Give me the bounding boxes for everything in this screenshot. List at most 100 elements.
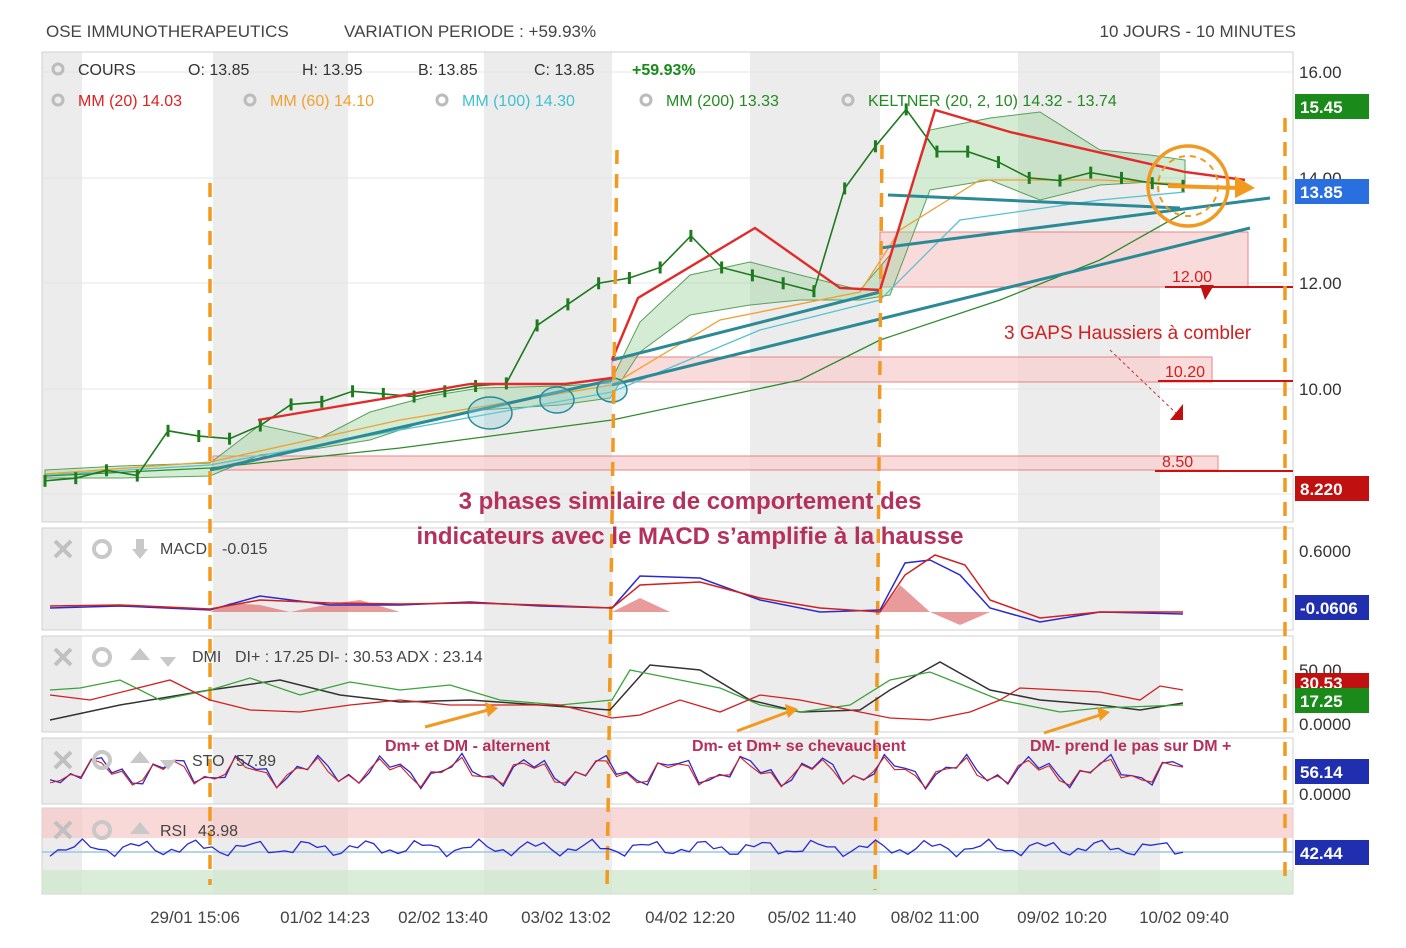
macd-gear-icon[interactable] [92,539,112,559]
session-band [750,636,880,732]
x-tick-label: 01/02 14:23 [280,908,370,927]
dmi-minus-line [49,679,1184,721]
sto-up-icon[interactable] [130,751,150,763]
price-candle [443,385,447,398]
price-candle [689,229,693,242]
price-tick: 12.00 [1299,274,1342,293]
sto-tick: 0.0000 [1299,785,1351,804]
session-band [1018,636,1160,732]
macd-histogram [210,585,1180,625]
price-candle [289,398,293,411]
price-candle [597,277,601,290]
session-band [42,52,82,522]
x-tick-label: 10/02 09:40 [1139,908,1229,927]
macd-tick: 0.6000 [1299,542,1351,561]
sto-close-icon[interactable] [53,750,73,770]
price-tick: 10.00 [1299,380,1342,399]
price-candle [658,261,662,274]
macd-down-icon-stem [136,539,144,549]
dmi-note-3: DM- prend le pas sur DM + [1030,738,1231,755]
session-band [484,636,612,732]
rsi-label: RSI [160,823,187,840]
session-band [484,52,612,522]
badge-last [1295,179,1369,204]
price-candle [228,432,232,445]
legend-high: H: 13.95 [302,62,363,79]
rsi-line [49,838,1184,858]
legend-change: +59.93% [632,62,696,79]
x-tick-label: 02/02 13:40 [398,908,488,927]
legend-mm200: MM (200) 13.33 [666,93,779,110]
gap-arrow-12 [1200,285,1214,300]
dmi-value: DI+ : 17.25 DI- : 30.53 ADX : 23.14 [235,649,483,666]
session-band [42,636,82,732]
x-axis: 29/01 15:06 01/02 14:23 02/02 13:40 03/02 1… [150,908,1229,927]
macd-down-icon[interactable] [132,549,148,559]
gap-8-label: 8.50 [1162,454,1193,471]
x-tick-label: 29/01 15:06 [150,908,240,927]
price-candle [1058,174,1062,187]
support-touch-1 [467,396,513,430]
rsi-oversold-zone [42,870,1293,894]
keltner-gear-icon[interactable] [841,93,855,107]
gap-10-label: 10.20 [1165,364,1205,381]
price-candle [381,387,385,400]
dmi-tick-bottom: 0.0000 [1299,715,1351,734]
price-candle [781,277,785,290]
mm200-gear-icon[interactable] [639,93,653,107]
price-candle [351,385,355,398]
price-candle [320,395,324,408]
badge-rsi-text: 42.44 [1300,844,1343,863]
legend-bid: B: 13.85 [418,62,478,79]
badge-top [1295,94,1369,119]
macd-label: MACD [160,541,207,558]
headline-line-2: indicateurs avec le MACD s’amplifie à la… [417,523,964,550]
legend-close: C: 13.85 [534,62,595,79]
price-candle [1027,171,1031,184]
gap-level-lines [1155,286,1293,472]
mm60-line [44,179,1186,475]
x-tick-label: 09/02 10:20 [1017,908,1107,927]
x-tick-label: 08/02 11:00 [891,908,980,927]
mm60-gear-icon[interactable] [243,93,257,107]
rsi-close-icon[interactable] [53,820,73,840]
rsi-gear-icon[interactable] [92,820,112,840]
badge-macd-text: -0.0606 [1300,599,1358,618]
sto-value: 57.89 [236,753,276,770]
price-candle [1150,177,1154,190]
legend-mm100: MM (100) 14.30 [462,93,575,110]
period-label: 10 JOURS - 10 MINUTES [1100,22,1297,41]
session-band [42,528,82,630]
badge-sto [1295,759,1369,784]
gaps-annotation: 3 GAPS Haussiers à combler [1004,323,1252,344]
dmi-down-icon[interactable] [160,657,176,667]
sto-k-line [49,752,1184,791]
rsi-up-icon[interactable] [130,822,150,834]
session-band [1018,738,1160,804]
rsi-overbought-zone [42,808,1293,838]
instrument-title: OSE IMMUNOTHERAPEUTICS [46,22,289,41]
dmi-up-icon[interactable] [130,648,150,660]
mm100-gear-icon[interactable] [435,93,449,107]
sto-gear-icon[interactable] [92,750,112,770]
cours-gear-icon[interactable] [51,62,65,76]
x-tick-label: 04/02 12:20 [645,908,735,927]
gap-12-label: 12.00 [1172,269,1212,286]
price-candle [750,269,754,282]
macd-close-icon[interactable] [53,539,73,559]
mm20-gear-icon[interactable] [51,93,65,107]
dmi-close-icon[interactable] [53,647,73,667]
price-candle [720,261,724,274]
price-candle [566,298,570,311]
badge-low-text: 8.220 [1300,480,1343,499]
legend-gear-icons [51,62,855,107]
session-band [1018,528,1160,630]
period-variation: VARIATION PERIODE : +59.93% [344,22,596,41]
dmi-gear-icon[interactable] [92,647,112,667]
dmi-adx-line [49,661,1184,721]
sto-down-icon[interactable] [160,760,176,770]
price-candle [1119,171,1123,184]
sto-label: STO [192,753,225,770]
gap-pointer-line [1109,349,1179,416]
